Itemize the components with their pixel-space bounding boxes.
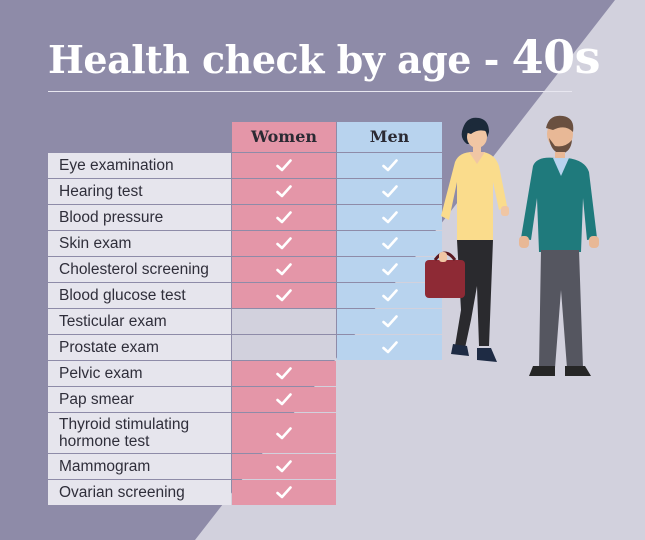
row-label: Hearing test (48, 179, 231, 204)
check-icon (276, 393, 292, 406)
men-check-cell (337, 153, 442, 178)
title-divider (48, 91, 572, 92)
women-check-cell (232, 179, 336, 204)
women-empty-cell (232, 309, 336, 334)
row-label: Eye examination (48, 153, 231, 178)
table-row: Skin exam (48, 231, 442, 256)
women-empty-cell (232, 335, 336, 360)
check-icon (276, 460, 292, 473)
check-icon (381, 263, 398, 276)
check-icon (276, 263, 292, 276)
table-row: Pelvic exam (48, 361, 442, 386)
women-check-cell (232, 205, 336, 230)
check-icon (381, 211, 398, 224)
check-icon (381, 315, 398, 328)
men-check-cell (337, 335, 442, 360)
table-row: Testicular exam (48, 309, 442, 334)
row-label: Blood glucose test (48, 283, 231, 308)
table-row: Hearing test (48, 179, 442, 204)
check-icon (276, 211, 292, 224)
women-check-cell (232, 231, 336, 256)
row-label: Skin exam (48, 231, 231, 256)
row-label: Testicular exam (48, 309, 231, 334)
check-icon (276, 367, 292, 380)
table-row: Thyroid stimulating hormone test (48, 413, 442, 453)
page-title: Health check by age - 40s (48, 30, 601, 84)
table-row: Prostate exam (48, 335, 442, 360)
man-and-woman-illustration (425, 115, 599, 376)
row-label: Pap smear (48, 387, 231, 412)
men-check-cell (337, 257, 442, 282)
check-icon (381, 341, 398, 354)
row-label: Thyroid stimulating hormone test (48, 413, 231, 453)
table-row: Mammogram (48, 454, 442, 479)
title-decade: 40s (511, 30, 601, 84)
table-row: Ovarian screening (48, 480, 442, 505)
table-row: Eye examination (48, 153, 442, 178)
check-icon (276, 486, 292, 499)
check-icon (276, 185, 292, 198)
row-label: Pelvic exam (48, 361, 231, 386)
row-label: Blood pressure (48, 205, 231, 230)
row-label: Ovarian screening (48, 480, 231, 505)
check-icon (276, 289, 292, 302)
check-icon (276, 237, 292, 250)
row-label: Cholesterol screening (48, 257, 231, 282)
women-check-cell (232, 283, 336, 308)
column-header-men: Men (337, 122, 442, 152)
table-row: Blood glucose test (48, 283, 442, 308)
women-check-cell (232, 387, 336, 412)
men-check-cell (337, 283, 442, 308)
woman-figure (425, 117, 509, 362)
women-check-cell (232, 361, 336, 386)
men-check-cell (337, 231, 442, 256)
women-check-cell (232, 257, 336, 282)
table-row: Pap smear (48, 387, 442, 412)
women-check-cell (232, 480, 336, 505)
women-check-cell (232, 413, 336, 453)
check-icon (381, 159, 398, 172)
row-label: Mammogram (48, 454, 231, 479)
men-check-cell (337, 309, 442, 334)
man-figure (519, 115, 599, 376)
check-icon (381, 289, 398, 302)
check-icon (381, 185, 398, 198)
table-row: Blood pressure (48, 205, 442, 230)
check-icon (276, 426, 292, 440)
row-label: Prostate exam (48, 335, 231, 360)
check-icon (381, 237, 398, 250)
check-icon (276, 159, 292, 172)
men-check-cell (337, 179, 442, 204)
women-check-cell (232, 153, 336, 178)
men-check-cell (337, 205, 442, 230)
column-header-women: Women (232, 122, 336, 152)
title-main: Health check by age - (48, 37, 512, 82)
women-check-cell (232, 454, 336, 479)
table-row: Cholesterol screening (48, 257, 442, 282)
